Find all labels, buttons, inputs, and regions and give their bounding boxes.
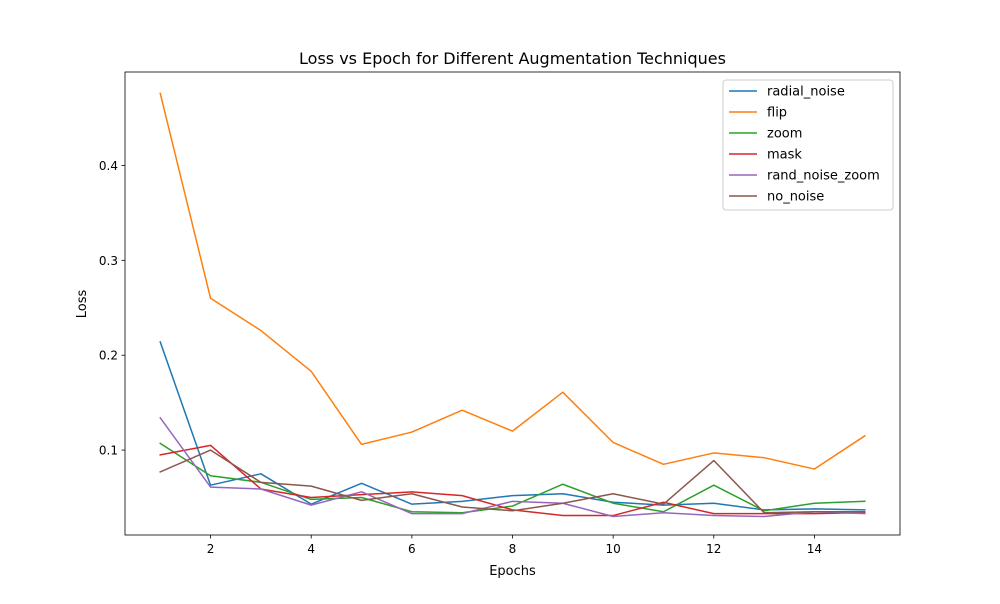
x-tick-label: 6 — [408, 542, 416, 556]
legend-label: flip — [767, 106, 787, 121]
series-line-zoom — [159, 442, 866, 514]
legend-label: no_noise — [767, 190, 824, 205]
legend-label: rand_noise_zoom — [767, 169, 880, 184]
x-tick-label: 4 — [307, 542, 315, 556]
y-axis-label: Loss — [75, 290, 90, 319]
x-tick-label: 10 — [606, 542, 621, 556]
series-layer — [159, 92, 866, 518]
y-tick-label: 0.3 — [99, 254, 118, 268]
series-line-flip — [159, 92, 866, 470]
legend-label: zoom — [767, 127, 802, 142]
x-axis-label: Epochs — [489, 564, 536, 579]
y-tick-label: 0.2 — [99, 349, 118, 363]
chart-title: Loss vs Epoch for Different Augmentation… — [299, 49, 726, 68]
x-tick-label: 2 — [207, 542, 215, 556]
x-tick-label: 12 — [706, 542, 721, 556]
axes-layer: 2 4 6 8 10 12 14 0.1 0.2 0.3 0.4 — [99, 71, 901, 556]
series-line-no_noise — [159, 449, 866, 514]
legend-label: radial_noise — [767, 85, 845, 100]
y-tick-label: 0.1 — [99, 444, 118, 458]
legend-label: mask — [767, 148, 802, 163]
x-tick-label: 8 — [509, 542, 517, 556]
legend-box — [722, 79, 894, 211]
series-line-rand_noise_zoom — [159, 416, 866, 518]
y-tick-label: 0.4 — [99, 159, 118, 173]
series-line-mask — [159, 444, 866, 517]
x-tick-label: 14 — [807, 542, 822, 556]
